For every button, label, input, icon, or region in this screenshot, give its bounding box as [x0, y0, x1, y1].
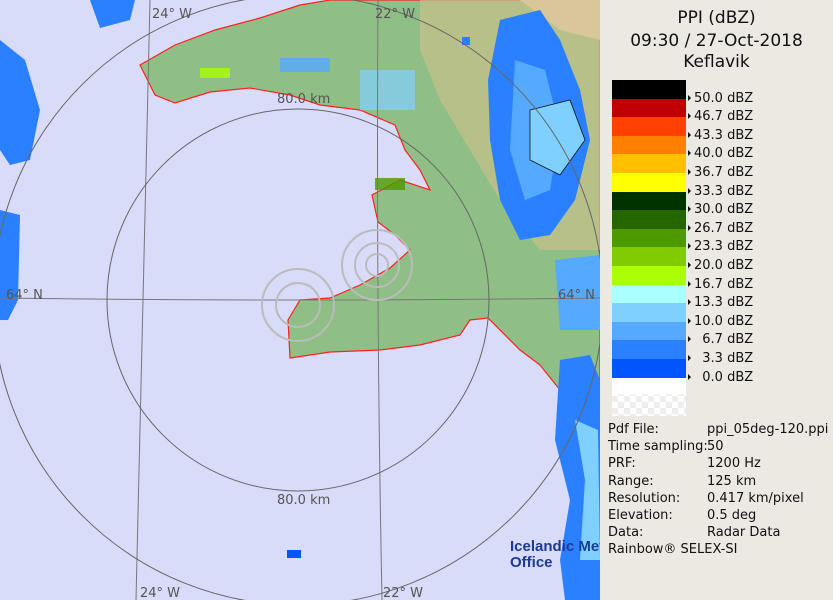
legend-label: 13.3 dBZ	[688, 296, 753, 310]
legend-label: 10.0 dBZ	[688, 314, 753, 329]
legend-swatch	[612, 117, 686, 136]
info-value: 0.417 km/pixel	[707, 490, 804, 506]
datetime: 09:30 / 27-Oct-2018	[630, 31, 803, 51]
legend-label: 40.0 dBZ	[688, 147, 753, 161]
info-key: Elevation:	[608, 507, 673, 523]
product-title: PPI (dBZ)	[677, 8, 756, 28]
legend-label: 50.0 dBZ	[688, 91, 753, 106]
range-label-bottom: 80.0 km	[277, 493, 330, 508]
range-label-top: 80.0 km	[277, 92, 330, 107]
legend-label: 30.0 dBZ	[688, 203, 753, 217]
legend-swatch	[612, 321, 686, 341]
legend-label: 43.3 dBZ	[688, 128, 753, 143]
info-key: Data:	[608, 525, 644, 541]
info-key: Resolution:	[608, 490, 681, 506]
legend-swatch-nodata	[612, 377, 686, 416]
legend-label: 26.7 dBZ	[688, 221, 753, 236]
lon-label-22w-top: 22° W	[375, 7, 415, 22]
legend-label: 36.7 dBZ	[688, 166, 753, 180]
legend-label: 20.0 dBZ	[688, 259, 753, 273]
legend-label: 23.3 dBZ	[688, 240, 753, 254]
legend-swatch	[612, 284, 686, 304]
legend-swatch	[612, 135, 686, 155]
legend-swatch	[612, 266, 686, 285]
legend-swatch	[612, 98, 686, 118]
legend-label: 6.7 dBZ	[688, 333, 753, 347]
legend-swatch	[612, 173, 686, 192]
lon-label-24w-bottom: 24° W	[140, 586, 180, 600]
info-value: 0.5 deg	[707, 507, 757, 523]
info-value: 1200 Hz	[707, 456, 761, 472]
legend-swatch	[612, 340, 686, 359]
site-name: Keflavik	[683, 52, 750, 72]
info-value: 125 km	[707, 473, 757, 489]
legend-label: 16.7 dBZ	[688, 277, 753, 292]
info-value: 50	[707, 439, 724, 455]
logo-line-2: Office	[510, 554, 553, 571]
info-key: PRF:	[608, 456, 636, 472]
lon-label-24w-top: 24° W	[152, 7, 192, 22]
legend-swatch	[612, 247, 686, 266]
info-value: Radar Data	[707, 525, 781, 541]
lon-label-22w-bottom: 22° W	[383, 586, 423, 600]
info-key: Pdf File:	[608, 422, 659, 437]
legend-label: 0.0 dBZ	[688, 370, 753, 385]
legend-swatch	[612, 210, 686, 229]
info-key: Range:	[608, 473, 654, 489]
info-value: ppi_05deg-120.ppi	[707, 422, 829, 437]
logo-line-1: Icelandic Met	[510, 538, 600, 555]
radar-map[interactable]: 24° W 22° W 24° W 22° W 64° N 64° N 80.0…	[0, 0, 600, 600]
lat-label-64n-right: 64° N	[558, 288, 595, 303]
legend-panel: PPI (dBZ) 09:30 / 27-Oct-2018 Keflavik 5…	[600, 0, 833, 600]
legend-label: 46.7 dBZ	[688, 110, 753, 124]
info-key: Time sampling:	[608, 439, 708, 455]
legend-swatch	[612, 80, 686, 99]
lat-label-64n-left: 64° N	[6, 288, 43, 303]
legend-label: 33.3 dBZ	[688, 184, 753, 199]
range-rings	[0, 0, 600, 600]
legend-label: 3.3 dBZ	[688, 352, 753, 366]
legend-swatch	[612, 191, 686, 211]
legend-swatch	[612, 303, 686, 322]
legend-swatch	[612, 359, 686, 378]
legend-swatch	[612, 228, 686, 248]
legend-swatch	[612, 154, 686, 173]
credit: Rainbow® SELEX-SI	[608, 542, 738, 557]
